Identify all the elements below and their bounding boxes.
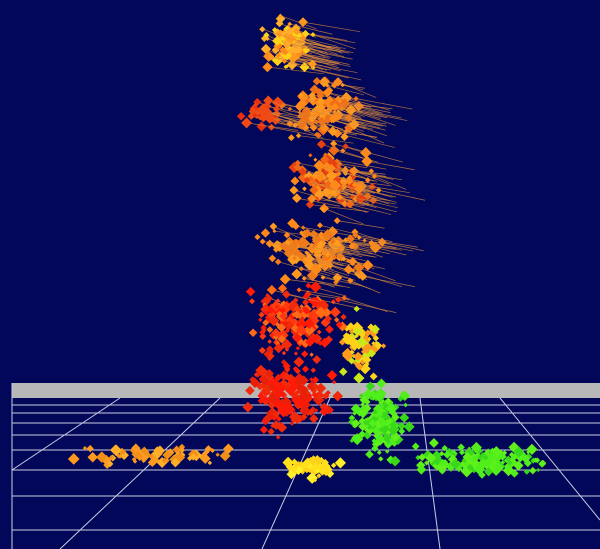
point-cloud-view — [0, 0, 600, 549]
page: (() => { const svg = document.getElement… — [0, 0, 600, 549]
